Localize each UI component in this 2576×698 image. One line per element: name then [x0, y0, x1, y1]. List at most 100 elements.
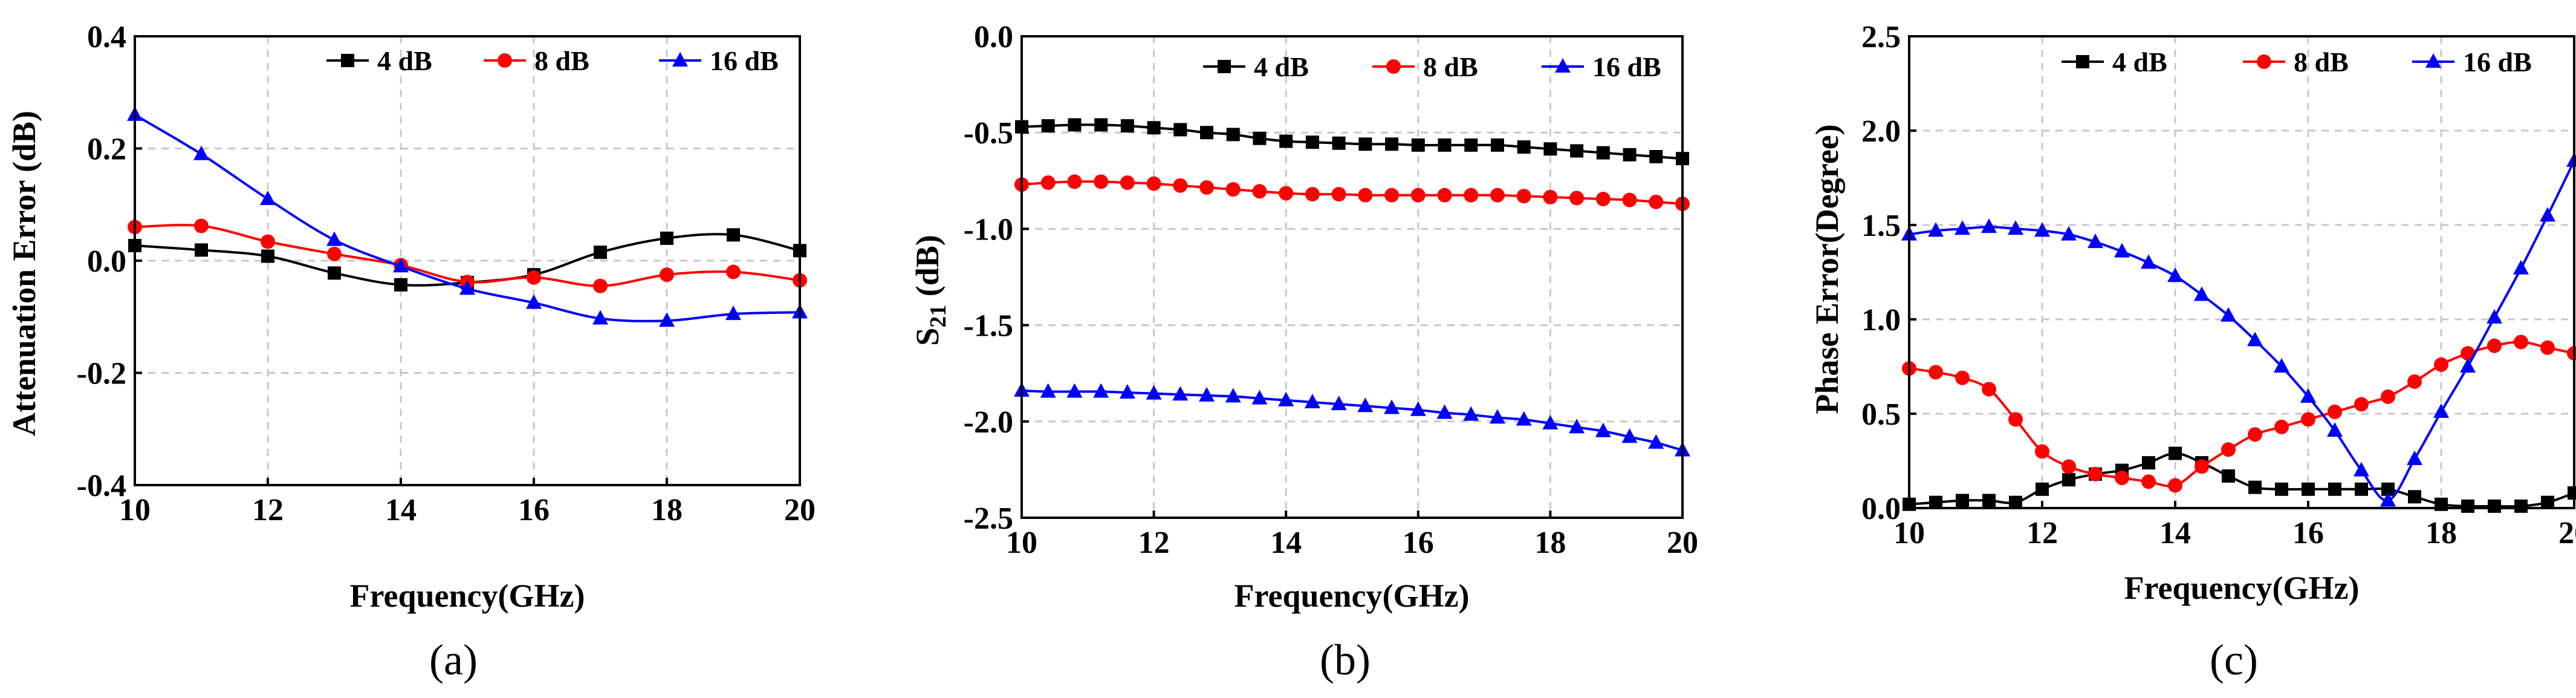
data-point-8db: [2434, 357, 2448, 372]
data-point-8db: [2487, 338, 2502, 353]
data-point-16db: [1384, 399, 1400, 414]
data-point-4db: [1570, 144, 1584, 158]
data-point-4db: [1147, 121, 1161, 135]
chart-c: Phase Error(Degree) Frequency(GHz) (c) 1…: [1809, 20, 2576, 684]
legend-item-8db: 8 dB: [1372, 51, 1478, 82]
data-point-4db: [1226, 128, 1240, 142]
data-point-4db: [727, 228, 740, 242]
series-line-16db: [1021, 389, 1683, 452]
data-point-4db: [2355, 482, 2368, 496]
data-point-4db: [1982, 494, 1996, 507]
x-tick-label: 12: [252, 493, 284, 527]
data-point-16db: [2247, 331, 2263, 347]
series-4db-b: [1015, 118, 1689, 166]
series-8db-b: [1014, 174, 1690, 212]
data-point-16db: [1119, 384, 1135, 399]
data-point-16db: [1648, 434, 1664, 449]
data-point-4db: [2302, 482, 2315, 496]
data-point-8db: [2141, 474, 2156, 489]
data-point-8db: [1410, 188, 1426, 203]
data-point-8db: [1146, 176, 1161, 191]
data-point-8db: [1225, 182, 1241, 197]
data-point-16db: [659, 312, 675, 327]
legend-item-16db: 16 dB: [2412, 47, 2532, 77]
data-point-16db: [1225, 388, 1241, 403]
legend-marker: [1218, 60, 1231, 73]
data-point-4db: [195, 243, 208, 257]
data-point-8db: [1955, 370, 1970, 385]
data-point-16db: [1928, 222, 1944, 237]
data-point-16db: [2540, 207, 2555, 222]
data-point-8db: [2381, 389, 2395, 404]
legend-label: 8 dB: [1423, 51, 1478, 82]
data-point-4db: [2408, 490, 2421, 504]
data-point-16db: [2221, 307, 2236, 322]
x-tick-label: 18: [2425, 516, 2457, 550]
series-4db-c: [1903, 446, 2576, 513]
data-point-8db: [1649, 194, 1664, 209]
data-point-16db: [260, 190, 276, 205]
data-point-4db: [2514, 499, 2528, 513]
data-point-16db: [326, 231, 342, 246]
data-point-8db: [1279, 186, 1294, 201]
y-tick-label: 0.0: [87, 244, 126, 279]
x-tick-label: 20: [1667, 526, 1698, 560]
x-tick-label: 18: [651, 493, 683, 527]
data-point-8db: [1516, 189, 1531, 204]
data-point-16db: [725, 305, 741, 321]
data-point-16db: [2407, 450, 2422, 465]
data-point-8db: [726, 264, 741, 279]
x-tick-label: 20: [2558, 516, 2576, 550]
legend-label: 16 dB: [2463, 47, 2532, 77]
data-point-4db: [2009, 495, 2022, 509]
data-point-16db: [2034, 222, 2050, 237]
data-point-8db: [1358, 188, 1373, 203]
legend-label: 8 dB: [2294, 47, 2349, 77]
y-axis-label-c: Phase Error(Degree): [1809, 124, 1845, 414]
plot-frame-b: [1020, 35, 1684, 519]
x-tick-label: 14: [2159, 516, 2191, 550]
data-point-16db: [2327, 422, 2343, 437]
data-point-4db: [2328, 482, 2341, 496]
data-point-16db: [1542, 414, 1559, 429]
data-point-4db: [1358, 137, 1372, 151]
x-axis-label-a: Frequency(GHz): [350, 578, 585, 614]
data-point-8db: [2407, 374, 2422, 389]
y-tick-label: 1.0: [1861, 303, 1901, 338]
data-point-16db: [1040, 383, 1056, 398]
data-point-4db: [1332, 136, 1346, 150]
data-point-8db: [2195, 459, 2209, 474]
data-point-16db: [2380, 492, 2396, 507]
data-point-16db: [2460, 358, 2476, 373]
data-point-16db: [1278, 391, 1294, 406]
data-point-4db: [1596, 146, 1610, 160]
data-point-8db: [1252, 184, 1267, 199]
y-tick-label: -0.2: [77, 357, 126, 391]
data-point-16db: [2194, 286, 2210, 301]
data-point-4db: [1173, 123, 1187, 137]
data-point-4db: [1253, 131, 1267, 145]
y-tick-label: -0.5: [964, 116, 1013, 151]
data-point-16db: [1172, 386, 1189, 401]
legend-item-4db: 4 dB: [1203, 51, 1309, 82]
legend-item-8db: 8 dB: [484, 45, 589, 76]
data-point-16db: [2167, 267, 2183, 282]
data-point-8db: [1173, 178, 1188, 193]
data-point-16db: [2141, 254, 2156, 269]
data-point-16db: [2088, 233, 2103, 249]
caption-a: (a): [429, 636, 478, 684]
data-point-16db: [2354, 462, 2369, 477]
y-tick-label: -0.4: [77, 469, 126, 503]
legend-marker: [2076, 55, 2089, 68]
data-point-8db: [194, 218, 209, 233]
chart-b: S21 (dB) Frequency(GHz) (b) 10 12 14 16 18 20…: [909, 20, 1698, 684]
data-point-8db: [2221, 442, 2236, 457]
data-point-16db: [459, 280, 475, 295]
data-point-4db: [1543, 142, 1557, 156]
data-point-8db: [2008, 412, 2023, 427]
data-point-16db: [592, 310, 608, 325]
data-point-16db: [2061, 226, 2077, 241]
data-point-4db: [261, 249, 274, 263]
y-tick-label: 0.5: [1861, 397, 1901, 432]
legend-label: 16 dB: [710, 45, 779, 76]
